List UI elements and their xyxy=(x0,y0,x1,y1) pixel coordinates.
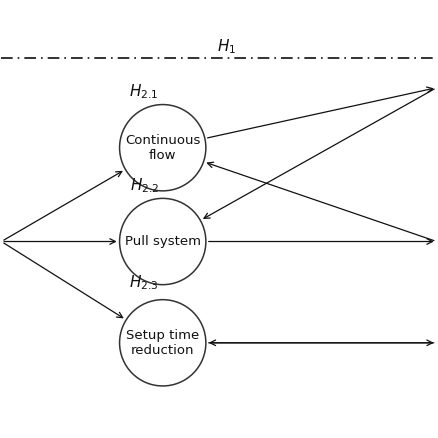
Text: $\boldsymbol{H_{2.3}}$: $\boldsymbol{H_{2.3}}$ xyxy=(129,273,159,292)
Text: Pull system: Pull system xyxy=(125,235,201,248)
Text: $\boldsymbol{H_{2.1}}$: $\boldsymbol{H_{2.1}}$ xyxy=(129,82,159,101)
Text: Setup time
reduction: Setup time reduction xyxy=(126,329,199,357)
Text: $\boldsymbol{H_1}$: $\boldsymbol{H_1}$ xyxy=(217,37,236,56)
Text: Continuous
flow: Continuous flow xyxy=(125,134,201,162)
Text: $\boldsymbol{H_{2.2}}$: $\boldsymbol{H_{2.2}}$ xyxy=(130,176,158,194)
